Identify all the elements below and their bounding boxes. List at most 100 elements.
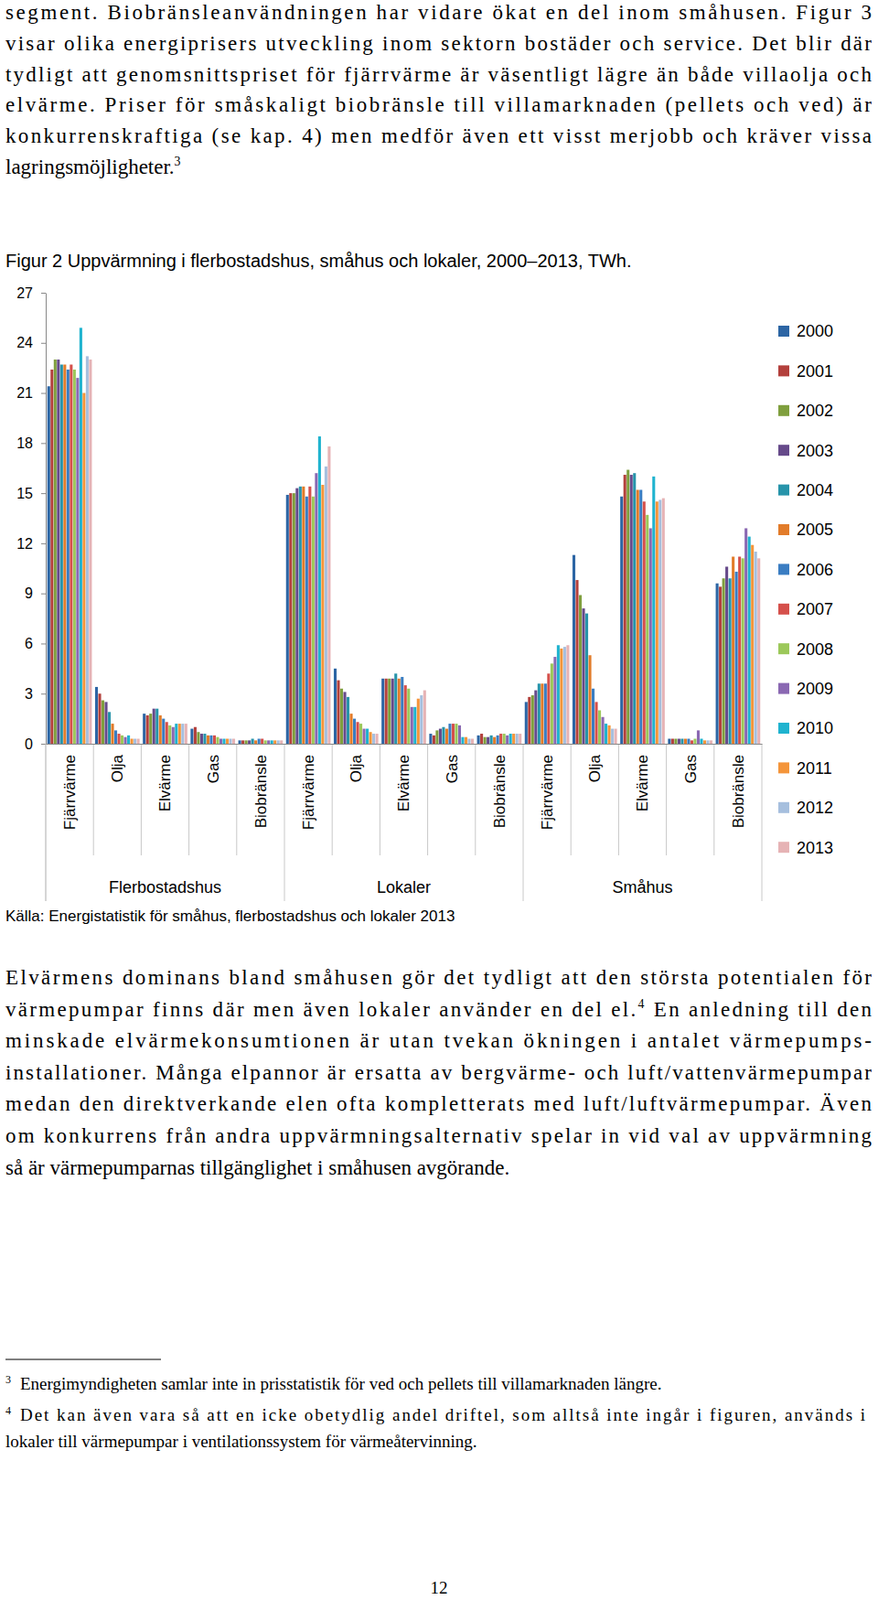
bar <box>260 738 264 744</box>
bar <box>684 738 687 744</box>
x-tick: Elvärme <box>156 743 174 812</box>
bar <box>213 735 216 744</box>
bar-series <box>56 359 729 744</box>
legend-swatch <box>778 524 790 536</box>
bar <box>277 739 280 744</box>
legend-label: 2005 <box>796 520 834 539</box>
bar <box>432 735 436 744</box>
bar <box>509 733 513 744</box>
bar <box>292 492 296 744</box>
bar <box>512 733 515 744</box>
bar <box>451 723 455 744</box>
x-tick-label: Fjärrvärme <box>299 754 318 830</box>
legend-label: 2002 <box>796 401 834 420</box>
y-tick-label: 27 <box>16 285 33 301</box>
footnote-rule <box>5 1359 161 1360</box>
bar <box>496 735 500 744</box>
x-tick: Olja <box>586 743 604 782</box>
group-separator <box>45 743 47 901</box>
text-span: tydligt att genomsnittspriset för fjärrv… <box>5 63 872 86</box>
bar-series <box>66 369 739 744</box>
bar <box>699 738 703 744</box>
group-separator <box>761 743 763 901</box>
text-span: värmepumpar finns där men även lokaler a… <box>5 997 636 1021</box>
category-separator <box>474 743 476 856</box>
y-tick-mark <box>41 743 46 745</box>
superscript: 4 <box>638 996 645 1011</box>
bar <box>477 735 481 744</box>
legend-label: 2000 <box>796 321 834 341</box>
y-tick-label: 6 <box>24 635 33 652</box>
y-tick: 0 <box>24 736 46 752</box>
y-tick-label: 12 <box>16 535 33 552</box>
category-separators <box>45 743 762 901</box>
bar <box>696 729 700 744</box>
bar <box>639 489 643 744</box>
legend-swatch <box>778 325 790 337</box>
bar <box>410 706 414 744</box>
bar <box>228 738 232 744</box>
legend-swatch <box>778 444 790 456</box>
bar <box>69 364 73 744</box>
y-tick-mark <box>41 492 46 494</box>
bar <box>667 738 671 744</box>
bar <box>184 723 188 744</box>
x-tick-label: Fjärrvärme <box>61 754 79 830</box>
legend-label: 2011 <box>796 759 833 778</box>
bar <box>722 578 726 744</box>
bar <box>251 738 255 744</box>
category-separator <box>140 743 142 856</box>
bar-series <box>73 369 745 744</box>
bar <box>534 690 537 744</box>
legend-swatch <box>778 563 790 575</box>
bar <box>458 725 461 744</box>
y-tick: 6 <box>24 635 46 652</box>
bar-series <box>50 369 722 744</box>
legend-label: 2003 <box>796 441 834 461</box>
bar <box>524 701 528 744</box>
bar <box>588 654 591 744</box>
x-tick: Biobränsle <box>729 743 748 828</box>
superscript: 3 <box>174 154 182 169</box>
text-line: elvärme. Priser för småskaligt biobränsl… <box>5 93 872 117</box>
bar <box>321 484 324 744</box>
x-tick-label: Gas <box>204 754 223 783</box>
bar <box>60 364 64 744</box>
bar <box>492 737 496 744</box>
bar <box>238 739 242 744</box>
x-tick-label: Biobränsle <box>729 754 748 828</box>
bar <box>120 735 124 744</box>
bar <box>649 527 653 744</box>
x-axis: Fjärrvärme Olja Elvärme Gas Biobränsle Fjärrv… <box>46 743 763 830</box>
bar <box>308 486 311 744</box>
text-span: konkurrenskraftiga (se kap. 4) men medfö… <box>5 124 872 148</box>
legend-swatch <box>778 683 790 695</box>
category-separator <box>188 743 190 856</box>
text-line: så är värmepumparnas tillgänglighet i sm… <box>5 1156 510 1179</box>
category-groups: FlerbostadshusLokalerSmåhus <box>108 878 674 897</box>
footnote-number: 4 <box>5 1403 11 1417</box>
category-separator <box>665 743 667 856</box>
x-tick-label: Olja <box>347 753 365 782</box>
bar-series <box>63 364 735 744</box>
bar <box>718 586 722 744</box>
y-tick: 18 <box>16 435 46 451</box>
bar <box>267 739 270 744</box>
bar <box>623 474 627 744</box>
bar <box>114 729 118 744</box>
bar <box>254 739 257 744</box>
bar <box>107 711 111 744</box>
bar <box>101 700 105 744</box>
bar <box>671 738 675 744</box>
bar <box>575 579 579 744</box>
legend-label: 2009 <box>796 679 834 698</box>
legend-label: 2013 <box>796 838 834 857</box>
bar <box>117 733 121 744</box>
footnote-line: Det kan även vara så att en icke obetydl… <box>20 1404 866 1425</box>
bar <box>155 708 159 744</box>
text-span: segment. Biobränsleanvändningen har vida… <box>5 0 872 24</box>
bar <box>124 737 128 744</box>
legend-label: 2010 <box>796 718 834 738</box>
bar <box>88 359 92 744</box>
bar <box>110 723 114 744</box>
